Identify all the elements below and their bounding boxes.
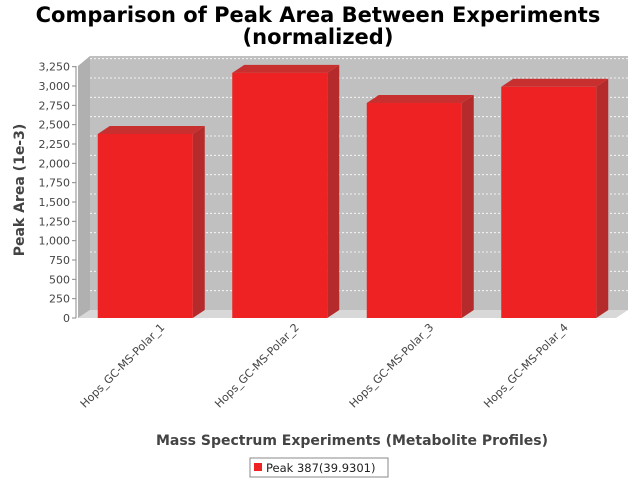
bar-side [461, 95, 474, 318]
bar [501, 86, 597, 318]
plot-floor [78, 310, 628, 318]
y-tick-label: 2,000 [39, 157, 71, 170]
y-tick-label: 2,250 [39, 138, 71, 151]
x-ticks: Hops_GC-MS-Polar_1 Hops_GC-MS-Polar_2 Hops… [78, 321, 571, 411]
y-tick-label: 1,500 [39, 196, 71, 209]
bar-top [366, 95, 474, 104]
bar-top [232, 64, 340, 73]
y-ticks: 0 250 500 750 1,000 1,250 1,500 1,750 2,000 2,250… [39, 61, 76, 325]
x-tick-label: Hops_GC-MS-Polar_4 [481, 321, 571, 411]
legend: Peak 387(39.9301) [249, 457, 389, 478]
legend-box [249, 457, 389, 478]
y-tick-label: 3,000 [39, 80, 71, 93]
bar [97, 133, 193, 318]
y-tick-label: 1,250 [39, 215, 71, 228]
y-tick-label: 1,000 [39, 235, 71, 248]
x-tick-label: Hops_GC-MS-Polar_2 [212, 321, 302, 411]
y-axis: 0 250 500 750 1,000 1,250 1,500 1,750 2,000 2,250… [39, 61, 77, 325]
y-tick-label: 250 [49, 293, 70, 306]
y-tick-label: 3,250 [39, 61, 71, 74]
plot-left-wall [78, 56, 90, 318]
bar-side [192, 125, 205, 318]
legend-swatch [254, 463, 262, 471]
plot-area [78, 56, 628, 318]
legend-label: Peak 387(39.9301) [266, 461, 375, 475]
bar-side [327, 64, 340, 318]
x-tick-label: Hops_GC-MS-Polar_1 [78, 321, 168, 411]
y-tick-label: 500 [49, 273, 70, 286]
y-tick-label: 750 [49, 254, 70, 267]
plot-back-wall [90, 56, 628, 310]
bar [366, 103, 462, 318]
x-tick-label: Hops_GC-MS-Polar_3 [347, 321, 437, 411]
y-tick-label: 1,750 [39, 177, 71, 190]
bar-side [596, 78, 609, 318]
chart-subtitle: (normalized) [243, 25, 394, 49]
y-axis-label: Peak Area (1e-3) [12, 124, 28, 257]
y-tick-label: 2,500 [39, 119, 71, 132]
chart-title: Comparison of Peak Area Between Experime… [36, 3, 601, 27]
x-axis-label: Mass Spectrum Experiments (Metabolite Pr… [156, 433, 548, 449]
y-tick-label: 0 [63, 312, 70, 325]
bars [97, 64, 609, 318]
bar [232, 72, 328, 318]
bar-top [97, 125, 205, 134]
y-tick-label: 2,750 [39, 99, 71, 112]
bar-top [501, 78, 609, 87]
